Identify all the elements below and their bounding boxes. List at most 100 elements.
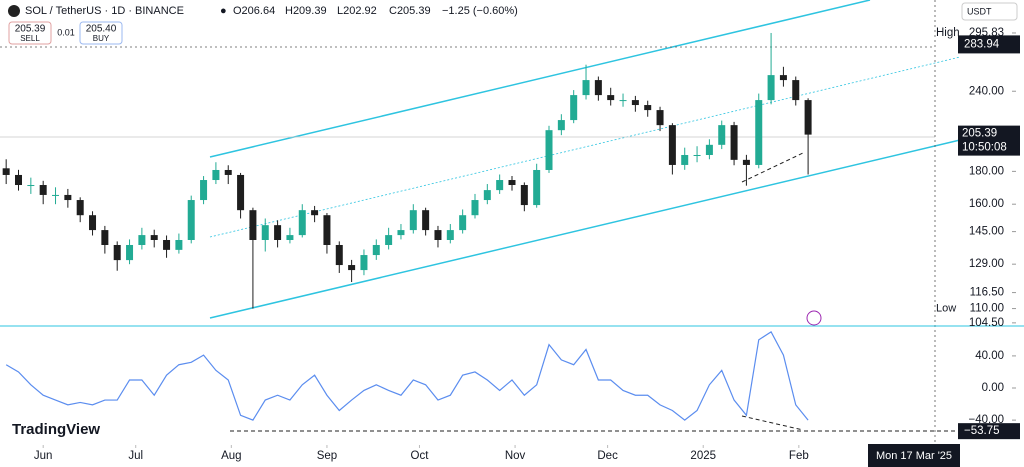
crosshair-time: Mon 17 Mar '25 <box>876 450 952 462</box>
candle-body <box>718 125 726 145</box>
divergence-arrow <box>741 415 804 431</box>
y-tick-label: 180.00 <box>969 165 1004 177</box>
y-tick-label: 116.50 <box>970 287 1004 299</box>
candle-body <box>150 235 158 240</box>
candle-body <box>76 200 84 216</box>
logo: TradingView <box>12 421 100 438</box>
sell-button[interactable] <box>8 21 52 45</box>
candle-body <box>64 194 72 201</box>
candle-body <box>755 100 763 165</box>
x-tick-label: Jun <box>34 450 53 462</box>
status-dot: ● <box>220 5 227 17</box>
candle-body <box>483 190 491 201</box>
divergence-arrow <box>741 152 804 183</box>
crosshair-price: 283.94 <box>964 38 1000 50</box>
ohlc-open: O206.64 <box>233 5 275 17</box>
candle-body <box>163 239 171 250</box>
y-tick-label: 129.00 <box>969 258 1004 270</box>
marker-label: −53.75 <box>964 425 1000 437</box>
candle-body <box>360 255 368 271</box>
candle-body <box>545 130 553 170</box>
candle-body <box>471 200 479 216</box>
candle-body <box>533 169 541 206</box>
candle-body <box>496 180 504 191</box>
ohlc-high: H209.39 <box>285 5 327 17</box>
x-tick-label: Sep <box>317 450 337 462</box>
candle-body <box>792 80 800 101</box>
candle-body <box>422 210 430 231</box>
candle-body <box>348 265 356 271</box>
candle-body <box>681 154 689 165</box>
change: −1.25 (−0.60%) <box>442 5 518 17</box>
candle-body <box>594 80 602 96</box>
oscillator-line <box>5 330 809 421</box>
candle-body <box>656 110 664 126</box>
y-tick-label: 240.00 <box>969 85 1004 97</box>
candle-body <box>397 230 405 236</box>
candle-body <box>668 125 676 165</box>
candle-body <box>767 75 775 101</box>
candle-body <box>298 210 306 236</box>
last-price-box <box>958 125 1020 156</box>
candle-body <box>742 159 750 165</box>
x-tick-label: 2025 <box>690 450 716 462</box>
candle-body <box>705 144 713 155</box>
candle-body <box>286 235 294 240</box>
symbol: SOL / TetherUS · 1D · BINANCE <box>25 5 184 17</box>
candle-body <box>27 185 35 187</box>
event-icon[interactable] <box>806 310 822 326</box>
ohlc-close: C205.39 <box>389 5 431 17</box>
high-label: High <box>936 27 960 39</box>
candle-body <box>693 154 701 156</box>
y-tick-label: 0.00 <box>982 382 1004 394</box>
candle-body <box>409 210 417 231</box>
spread: 0.01 <box>57 27 75 37</box>
channel-mid <box>209 56 961 238</box>
candle-body <box>187 200 195 240</box>
currency: USDT <box>967 6 992 16</box>
ohlc-low: L202.92 <box>337 5 377 17</box>
candle-body <box>15 174 23 186</box>
y-tick-label: 145.00 <box>969 226 1004 238</box>
channel-lower <box>209 139 961 319</box>
candle-body <box>52 194 60 196</box>
candle-body <box>311 210 319 216</box>
time-label-box <box>868 444 960 467</box>
last-price: 205.39 <box>962 128 997 140</box>
candle-body <box>619 100 627 102</box>
candle-body <box>101 230 109 245</box>
x-tick-label: Jul <box>128 450 143 462</box>
x-tick-label: Oct <box>411 450 430 462</box>
y-tick-label: 110.00 <box>970 303 1004 315</box>
candle-body <box>212 169 220 181</box>
candle-body <box>644 105 652 111</box>
candle-body <box>138 235 146 245</box>
candle-body <box>804 100 812 135</box>
x-tick-label: Dec <box>597 450 618 462</box>
candle-body <box>607 95 615 101</box>
candle-body <box>224 169 232 175</box>
crosshair-price-box <box>958 35 1020 54</box>
candle-body <box>446 230 454 240</box>
candle-body <box>39 185 47 195</box>
currency-select[interactable] <box>961 2 1018 21</box>
candle-body <box>372 244 380 256</box>
candle-body <box>570 95 578 121</box>
sell-label: SELL <box>20 34 40 43</box>
candle-body <box>261 225 269 240</box>
y-tick-label: −40.00 <box>969 414 1005 426</box>
countdown: 10:50:08 <box>962 142 1007 154</box>
candle-body <box>89 215 97 231</box>
candle-body <box>385 235 393 245</box>
candle-body <box>175 239 183 250</box>
candle-body <box>520 185 528 206</box>
candle-body <box>323 215 331 245</box>
buy-label: BUY <box>93 34 110 43</box>
buy-button[interactable] <box>79 21 123 45</box>
marker-box <box>958 423 1020 440</box>
candle-body <box>274 225 282 240</box>
x-tick-label: Aug <box>221 450 241 462</box>
candle-body <box>434 230 442 240</box>
